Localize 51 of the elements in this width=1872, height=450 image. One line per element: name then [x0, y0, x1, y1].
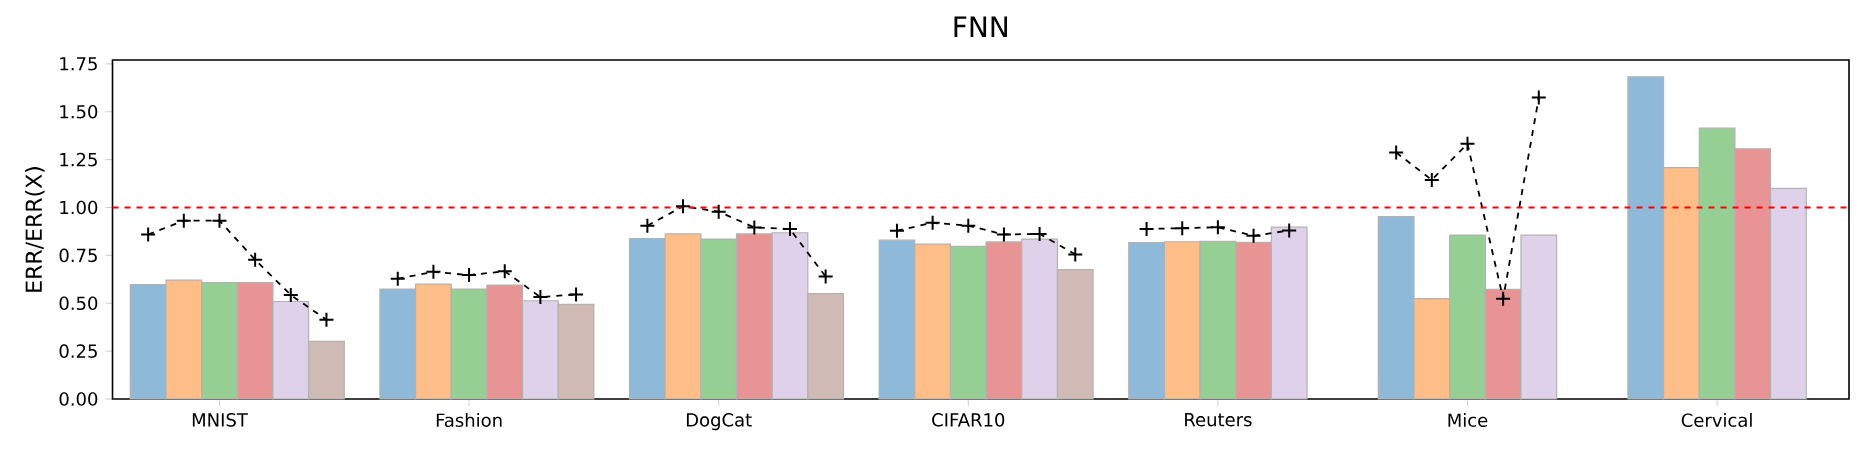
y-tick-label: 0.00 [59, 392, 98, 406]
point [746, 219, 763, 236]
point [175, 212, 192, 229]
point [1067, 246, 1084, 263]
point [568, 286, 585, 303]
point [496, 263, 513, 280]
point [211, 212, 228, 229]
point [247, 251, 264, 268]
y-tick-label: 1.75 [60, 57, 97, 71]
y-tick-label: 1.00 [60, 200, 98, 215]
point [1423, 171, 1440, 188]
y-tick-label: 1.25 [60, 152, 97, 167]
x-tick-label: DogCat [686, 413, 752, 431]
point [639, 217, 656, 234]
point [995, 226, 1012, 243]
point [1174, 220, 1191, 237]
point [140, 226, 157, 243]
y-tick-label: 0.50 [59, 296, 98, 311]
point [1245, 227, 1262, 244]
point [710, 203, 727, 220]
point [1530, 89, 1547, 106]
point [532, 289, 549, 306]
x-tick-label: Reuters [1185, 413, 1252, 427]
y-axis-title: ERR/ERR(X) [25, 167, 45, 292]
x-tick-label: Mice [1448, 413, 1488, 427]
point [389, 270, 406, 287]
point [817, 268, 834, 285]
y-tick-label: 0.75 [59, 248, 97, 263]
x-tick-label: Fashion [436, 413, 502, 427]
point [924, 214, 941, 231]
x-tick-label: Cervical [1681, 413, 1752, 427]
point [1209, 219, 1226, 236]
point [1388, 144, 1405, 161]
x-tick-label: MNIST [192, 413, 248, 427]
point [282, 287, 299, 303]
point [1281, 222, 1298, 239]
point [960, 217, 977, 234]
point [1031, 225, 1048, 242]
point [1459, 135, 1476, 152]
point [888, 222, 905, 239]
point [782, 221, 798, 238]
y-tick-label: 0.25 [59, 344, 97, 358]
y-tick-label: 1.50 [60, 104, 98, 119]
x-tick-label: CIFAR10 [932, 413, 1005, 427]
point [1138, 220, 1155, 237]
chart-title: FNN [954, 16, 1007, 37]
point [461, 267, 478, 284]
point [425, 263, 442, 280]
point [318, 311, 335, 328]
point [1495, 290, 1512, 307]
point [675, 198, 692, 215]
